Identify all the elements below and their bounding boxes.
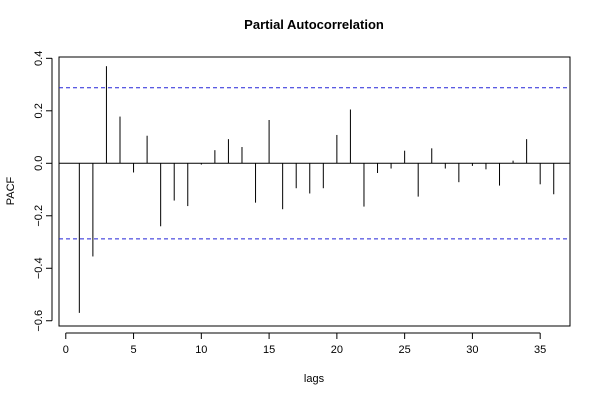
pacf-bars [78,66,555,313]
x-tick-label: 10 [195,344,207,356]
y-tick-label: 0.0 [33,156,45,171]
x-axis: 0 5 10 15 20 25 30 35 [63,332,546,356]
y-tick-label: 0.4 [33,51,45,66]
y-tick-label: −0.6 [33,310,45,332]
x-tick-label: 25 [399,344,411,356]
plot-frame [58,56,571,327]
x-tick-label: 30 [466,344,478,356]
x-tick-label: 0 [63,344,69,356]
x-tick-label: 5 [130,344,136,356]
y-tick-label: −0.2 [33,205,45,227]
x-axis-label: lags [304,373,325,385]
confidence-lines [59,87,570,240]
y-axis-label: PACF [5,176,17,205]
x-tick-label: 20 [331,344,343,356]
x-tick-label: 15 [263,344,275,356]
y-tick-label: −0.4 [33,257,45,279]
chart-title: Partial Autocorrelation [244,17,384,32]
x-tick-label: 35 [534,344,546,356]
y-tick-label: 0.2 [33,103,45,118]
y-axis: −0.6 −0.4 −0.2 0.0 0.2 0.4 [33,51,53,332]
